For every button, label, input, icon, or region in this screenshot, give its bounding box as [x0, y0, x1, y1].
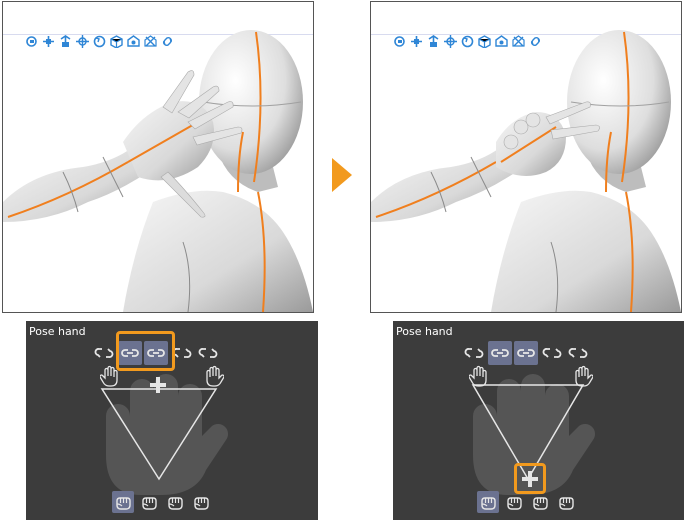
fist-button-3[interactable] [529, 491, 551, 513]
pan-icon[interactable] [410, 35, 423, 48]
link-icon[interactable] [529, 35, 542, 48]
viewport-guide-line [3, 34, 313, 35]
fist-icon [479, 493, 497, 511]
finger-lock-index[interactable] [488, 341, 512, 365]
link-icon [198, 347, 218, 359]
figure-open-hand [3, 30, 313, 312]
link-icon [490, 347, 510, 359]
zoom-icon[interactable] [59, 35, 72, 48]
rotate-object-icon[interactable] [461, 35, 474, 48]
fist-button-2[interactable] [138, 491, 160, 513]
pose-control-point[interactable] [148, 375, 168, 395]
fist-button-4[interactable] [555, 491, 577, 513]
open-hand-left-icon[interactable] [469, 364, 491, 388]
panel-title: Pose hand [396, 325, 453, 338]
open-hand-left-icon[interactable] [100, 364, 122, 388]
fist-button-2[interactable] [503, 491, 525, 513]
finger-lock-buttons [462, 341, 590, 365]
move-camera-icon[interactable] [25, 35, 38, 48]
viewport-toolbar [25, 35, 174, 48]
pose-icon[interactable] [478, 35, 491, 48]
fist-button-1[interactable] [477, 491, 499, 513]
reset-icon[interactable] [144, 35, 157, 48]
pose-control-point[interactable] [520, 469, 540, 489]
link-icon [516, 347, 536, 359]
fist-button-1[interactable] [112, 491, 134, 513]
fist-buttons [112, 491, 212, 513]
move-camera-icon[interactable] [393, 35, 406, 48]
link-icon[interactable] [161, 35, 174, 48]
open-hand-right-icon[interactable] [202, 364, 224, 388]
highlight-locked-fingers [116, 331, 175, 371]
fist-button-4[interactable] [190, 491, 212, 513]
finger-lock-pinky[interactable] [196, 341, 220, 365]
panel-title: Pose hand [29, 325, 86, 338]
3d-viewport-after[interactable] [370, 1, 682, 313]
highlight-control-point [514, 463, 546, 494]
fist-icon [140, 493, 158, 511]
finger-lock-middle[interactable] [514, 341, 538, 365]
hand-control-triangle [471, 374, 595, 495]
open-hand-right-icon[interactable] [571, 364, 593, 388]
fist-icon [166, 493, 184, 511]
rotate-icon[interactable] [76, 35, 89, 48]
link-icon [568, 347, 588, 359]
fist-icon [531, 493, 549, 511]
rotate-object-icon[interactable] [93, 35, 106, 48]
fist-icon [557, 493, 575, 511]
preset-icon[interactable] [127, 35, 140, 48]
fist-buttons [477, 491, 577, 513]
figure-peace-sign [371, 30, 681, 312]
pose-icon[interactable] [110, 35, 123, 48]
fist-icon [114, 493, 132, 511]
finger-lock-thumb[interactable] [462, 341, 486, 365]
fist-icon [192, 493, 210, 511]
finger-lock-thumb[interactable] [92, 341, 116, 365]
finger-lock-index[interactable] [118, 341, 142, 365]
rotate-icon[interactable] [444, 35, 457, 48]
viewport-toolbar [393, 35, 542, 48]
fist-icon [505, 493, 523, 511]
finger-lock-ring[interactable] [540, 341, 564, 365]
reset-icon[interactable] [512, 35, 525, 48]
pan-icon[interactable] [42, 35, 55, 48]
3d-viewport-before[interactable] [2, 1, 314, 313]
link-icon [464, 347, 484, 359]
finger-lock-pinky[interactable] [566, 341, 590, 365]
finger-lock-buttons [92, 341, 220, 365]
pose-hand-panel-after: Pose hand [393, 321, 684, 520]
next-step-arrow [332, 158, 352, 192]
preset-icon[interactable] [495, 35, 508, 48]
link-icon [172, 347, 192, 359]
pose-hand-panel-before: Pose hand [26, 321, 318, 520]
link-icon [94, 347, 114, 359]
viewport-guide-line [371, 34, 681, 35]
fist-button-3[interactable] [164, 491, 186, 513]
finger-lock-middle[interactable] [144, 341, 168, 365]
link-icon [542, 347, 562, 359]
zoom-icon[interactable] [427, 35, 440, 48]
